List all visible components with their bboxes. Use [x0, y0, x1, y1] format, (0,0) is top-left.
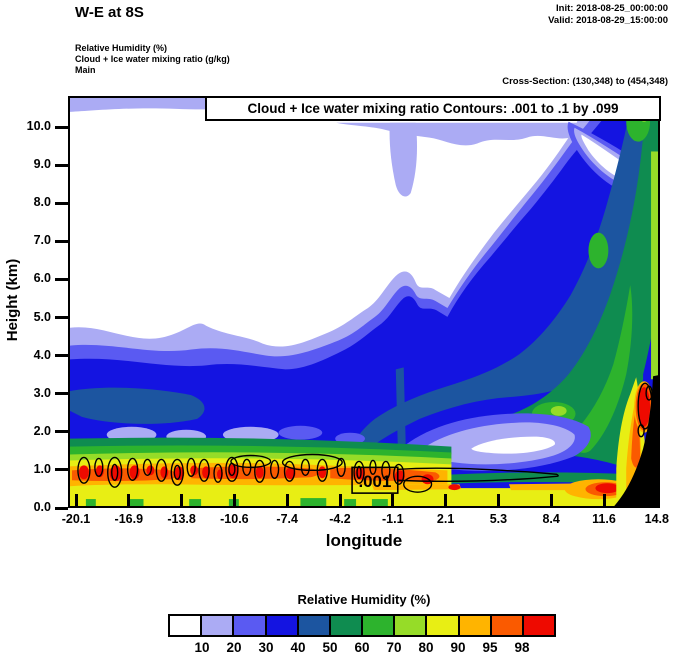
y-tick-mark — [55, 201, 68, 205]
y-tick-mark — [55, 125, 68, 129]
x-tick-mark — [232, 494, 236, 506]
cross-section-plot: .001 — [68, 96, 660, 508]
x-tick-label: 11.6 — [592, 512, 616, 526]
valid-timestamp: Valid: 2018-08-29_15:00:00 — [548, 15, 668, 26]
cloud-contour-lines — [77, 382, 653, 493]
surface-layer — [70, 479, 658, 506]
colorbar-tick-label: 95 — [482, 640, 498, 655]
y-tick-label: 4.0 — [33, 347, 51, 362]
colorbar-tick-label: 10 — [194, 640, 210, 655]
colorbar-swatch — [234, 616, 267, 635]
colorbar-swatch — [523, 616, 555, 635]
colorbar-tick-label: 40 — [290, 640, 306, 655]
contour-label-text: .001 — [358, 472, 391, 491]
x-tick-mark — [602, 494, 606, 506]
x-tick-label: 2.1 — [436, 512, 455, 526]
x-tick-mark — [444, 494, 448, 506]
plot-title: W-E at 8S — [75, 4, 144, 21]
y-tick-label: 6.0 — [33, 271, 51, 286]
colorbar-tick-label: 98 — [514, 640, 530, 655]
y-tick-label: 2.0 — [33, 423, 51, 438]
y-tick-mark — [55, 163, 68, 167]
x-tick-label: -16.9 — [114, 512, 144, 526]
x-tick-label: -7.4 — [276, 512, 298, 526]
cross-section-coords: Cross-Section: (130,348) to (454,348) — [502, 76, 668, 87]
colorbar-tick-label: 80 — [418, 640, 434, 655]
y-tick-mark — [55, 239, 68, 243]
x-tick-label: -13.8 — [167, 512, 196, 526]
x-tick-mark — [655, 494, 659, 506]
y-tick-mark — [55, 354, 68, 358]
y-tick-label: 3.0 — [33, 385, 51, 400]
rh-fill-contours: .001 — [70, 98, 658, 506]
x-tick-label: 5.3 — [489, 512, 508, 526]
colorbar-swatch — [363, 616, 396, 635]
colorbar-tick-label: 90 — [450, 640, 466, 655]
colorbar-tick-label: 20 — [226, 640, 242, 655]
x-tick-label: 8.4 — [542, 512, 560, 526]
colorbar-swatch — [491, 616, 524, 635]
y-tick-label: 0.0 — [33, 500, 51, 514]
colorbar-tick-label: 50 — [322, 640, 338, 655]
y-tick-mark — [55, 506, 68, 510]
colorbar-swatch — [298, 616, 331, 635]
x-tick-label: -10.6 — [220, 512, 249, 526]
colorbar-title: Relative Humidity (%) — [297, 592, 431, 607]
y-tick-label: 10.0 — [26, 119, 51, 133]
y-tick-mark — [55, 277, 68, 281]
y-tick-mark — [55, 468, 68, 472]
colorbar-swatch — [202, 616, 235, 635]
y-tick-label: 7.0 — [33, 233, 51, 248]
contour-label-box: .001 — [351, 466, 399, 494]
colorbar-tick-label: 70 — [386, 640, 402, 655]
colorbar-swatch — [330, 616, 364, 635]
colorbar-swatch — [459, 616, 492, 635]
contour-info-banner: Cloud + Ice water mixing ratio Contours:… — [205, 96, 661, 121]
x-tick-label: -20.1 — [61, 512, 91, 526]
field-legend-cloud: Cloud + Ice water mixing ratio (g/kg) — [75, 54, 230, 64]
y-tick-mark — [55, 392, 68, 396]
colorbar-swatch — [266, 616, 299, 635]
colorbar — [168, 614, 556, 637]
x-tick-mark — [285, 494, 289, 506]
x-tick-label: -1.1 — [382, 512, 404, 526]
colorbar-swatch — [395, 616, 428, 635]
x-tick-label: 14.8 — [644, 512, 669, 526]
y-tick-label: 1.0 — [33, 461, 51, 476]
x-tick-mark — [496, 494, 500, 506]
y-tick-label: 9.0 — [33, 157, 51, 172]
x-tick-mark — [391, 494, 395, 506]
colorbar-tick-label: 60 — [354, 640, 370, 655]
x-tick-mark — [549, 494, 553, 506]
init-timestamp: Init: 2018-08-25_00:00:00 — [556, 3, 668, 14]
field-legend-rh: Relative Humidity (%) — [75, 43, 168, 53]
x-tick-mark — [74, 494, 78, 506]
y-tick-label: 5.0 — [33, 309, 51, 324]
y-tick-mark — [55, 430, 68, 434]
y-tick-label: 8.0 — [33, 195, 51, 210]
colorbar-tick-label: 30 — [258, 640, 274, 655]
x-tick-mark — [338, 494, 342, 506]
terrain-mask — [614, 375, 658, 506]
rh-50-60-layer — [371, 98, 658, 485]
x-tick-mark — [180, 494, 184, 506]
colorbar-swatch — [427, 616, 460, 635]
field-legend-domain: Main — [75, 65, 96, 75]
colorbar-swatch — [170, 616, 203, 635]
y-tick-mark — [55, 316, 68, 319]
x-tick-mark — [127, 494, 131, 506]
x-axis-title: longitude — [325, 531, 403, 550]
rh-30-40-layer — [70, 98, 658, 506]
x-tick-label: -4.2 — [329, 512, 351, 526]
